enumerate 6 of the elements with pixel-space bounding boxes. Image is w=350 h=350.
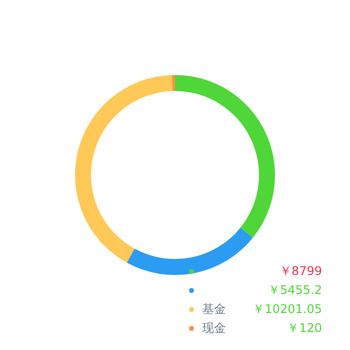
data-label: ￥8799 [278, 263, 322, 280]
data-label: ￥10201.05 [252, 301, 322, 318]
data-label: ￥5455.2 [267, 282, 322, 299]
legend-label: 基金 [202, 301, 227, 318]
data-label: ￥120 [286, 320, 322, 337]
legend-label: 现金 [202, 320, 227, 337]
